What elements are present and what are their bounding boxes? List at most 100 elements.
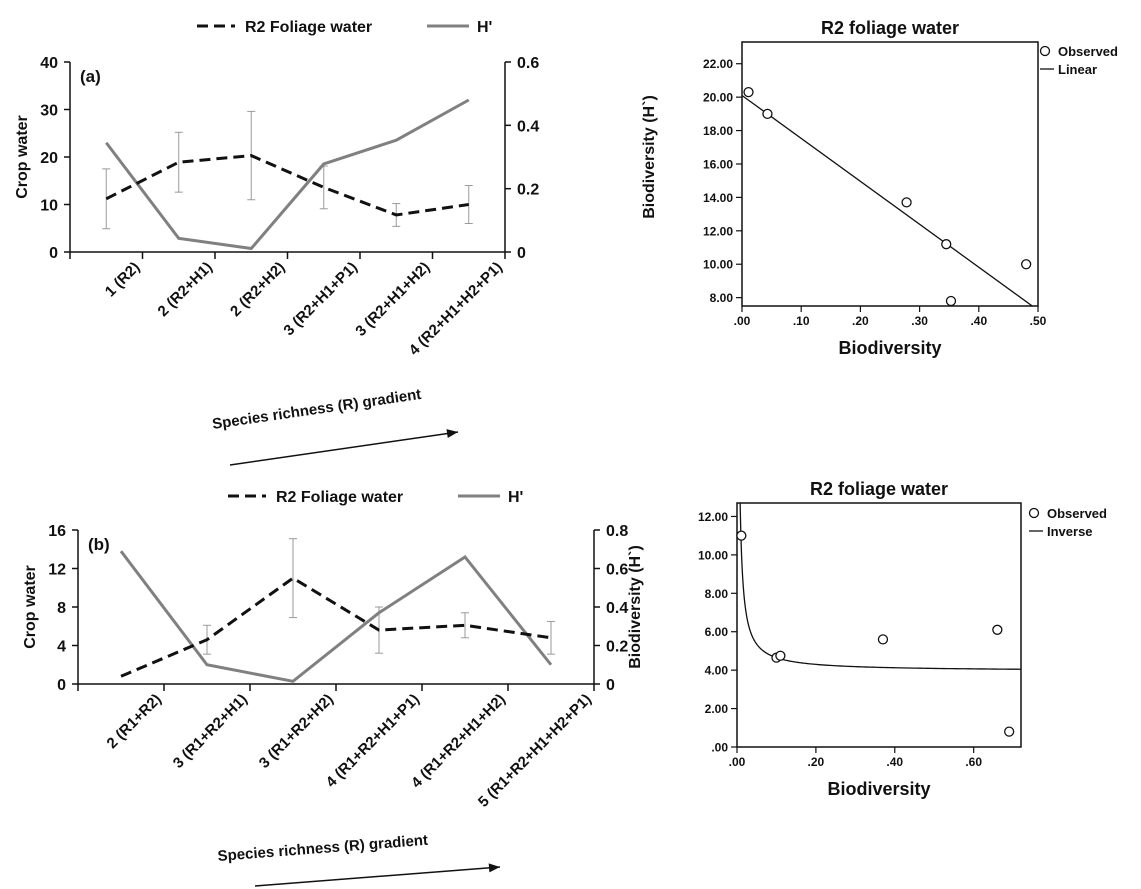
gradient-arrow-head [446,429,458,439]
series-line-foliage-water [105,154,469,217]
left-y-tick-label: 30 [40,103,58,120]
observed-point [736,530,747,541]
right-y-tick-label: 0 [517,245,526,262]
scatter-y-tick-label: .00 [711,741,728,755]
right-y-tick-label: 0 [606,677,615,694]
right-y-axis-title: Biodiversity (H`) [627,545,644,669]
observed-point [941,239,952,250]
scatter-y-tick-label: 8.00 [710,291,734,305]
scatter-x-axis-title: Biodiversity [838,338,941,358]
right-y-axis-title: Biodiversity (H`) [641,95,658,219]
scatter-y-tick-label: 22.00 [703,57,733,71]
x-tick-label: 4 (R1+R2+H1+P1) [323,691,423,791]
scatter-y-tick-label: 20.00 [703,91,733,105]
scatter-y-tick-label: 2.00 [705,702,729,716]
scatter-x-tick-label: .10 [793,314,810,328]
observed-point [1021,259,1032,270]
left-y-tick-label: 0 [57,677,66,694]
right-y-tick-label: 0.4 [517,118,539,135]
scatter-x-tick-label: .00 [734,314,751,328]
x-tick-label: 1 (R2) [102,259,143,300]
right-y-tick-label: 0.4 [606,600,628,617]
scatter-y-tick-label: 12.00 [698,510,728,524]
scatter-y-tick-label: 16.00 [703,157,733,171]
legend-fit-label: Inverse [1047,524,1093,539]
x-tick-label: 3 (R1+R2+H1) [170,691,251,772]
x-tick-label: 3 (R1+R2+H2) [256,691,337,772]
x-tick-label: 4 (R1+R2+H1+H2) [408,691,509,792]
right-y-tick-label: 0.2 [517,182,539,199]
left-y-tick-label: 10 [40,198,58,215]
right-y-tick-label: 0.2 [606,639,628,656]
gradient-label: Species richness (R) gradient [217,832,429,865]
left-y-tick-label: 0 [49,245,58,262]
observed-point [743,86,754,98]
fit-line [742,94,1034,306]
scatter-x-tick-label: .00 [729,755,746,769]
observed-point [762,108,773,119]
gradient-arrow [229,431,459,466]
scatter-x-tick-label: .20 [808,755,825,769]
legend-label-h: H' [508,489,523,506]
left-y-tick-label: 40 [40,55,58,72]
legend-label-foliage-water: R2 Foliage water [276,489,403,506]
series-line-h [119,550,553,683]
left-y-tick-label: 4 [57,639,66,656]
observed-point [901,197,912,208]
legend-observed-label: Observed [1047,506,1107,521]
scatter-y-tick-label: 14.00 [703,191,733,205]
panel-label: (a) [80,67,101,86]
scatter-x-tick-label: .20 [852,314,869,328]
left-y-axis-title: Crop water [22,565,39,649]
scatter-y-tick-label: 10.00 [703,258,733,272]
panel-label: (b) [88,535,110,554]
observed-point [945,295,957,307]
legend-observed-icon [1039,45,1051,57]
scatter-y-tick-label: 18.00 [703,124,733,138]
fit-line [739,503,1021,670]
scatter-x-tick-label: .40 [886,755,903,769]
scatter-title: R2 foliage water [821,18,959,38]
scatter-x-tick-label: .60 [965,755,982,769]
scatter-x-tick-label: .30 [911,314,928,328]
x-tick-label: 3 (R2+H1+P1) [280,259,360,339]
legend-label-h: H' [477,19,492,36]
left-y-tick-label: 8 [57,600,66,617]
observed-point [877,634,889,645]
series-line-h [105,98,470,251]
gradient-arrow [254,866,501,887]
observed-point [992,624,1003,635]
observed-point [775,650,786,661]
gradient-label: Species richness (R) gradient [211,386,422,433]
panel-b-scatter-chart: R2 foliage water .00 2.00 4.00 6.00 8.00 10.00… [698,479,1107,799]
right-y-tick-label: 0.8 [606,523,628,540]
legend-observed-label: Observed [1058,44,1118,59]
scatter-y-tick-label: 8.00 [705,587,729,601]
right-y-tick-label: 0.6 [517,55,539,72]
left-y-tick-label: 12 [48,562,66,579]
scatter-title: R2 foliage water [810,479,948,499]
scatter-x-tick-label: .40 [970,314,987,328]
legend-label-foliage-water: R2 Foliage water [245,19,372,36]
scatter-y-tick-label: 12.00 [703,224,733,238]
panel-a-scatter-chart: R2 foliage water 8.00 10.00 12.00 14.00 16.00… [703,18,1118,358]
observed-point [1004,726,1015,737]
right-y-tick-label: 0.6 [606,562,628,579]
scatter-x-tick-label: .50 [1030,314,1047,328]
gradient-arrow-head [488,863,500,873]
scatter-y-tick-label: 4.00 [705,664,729,678]
scatter-x-axis-title: Biodiversity [827,779,930,799]
scatter-y-tick-label: 6.00 [705,625,729,639]
scatter-frame [736,502,1022,748]
x-tick-label: 2 (R2+H2) [227,259,288,320]
left-y-tick-label: 16 [48,523,66,540]
panel-b-line-chart: R2 Foliage water H' 0 4 8 12 16 0 0.2 0.4 0.6 0.8 2 … [22,489,644,887]
legend-fit-label: Linear [1058,62,1097,77]
scatter-frame [741,41,1039,307]
legend-observed-icon [1028,507,1040,519]
x-tick-label: 3 (R2+H1+H2) [352,259,433,340]
series-line-foliage-water [120,576,552,678]
panel-a-line-chart: R2 Foliage water H' 0 10 20 30 40 0 0.2 0.4 0.6 1 (… [14,19,658,466]
left-y-tick-label: 20 [40,150,58,167]
